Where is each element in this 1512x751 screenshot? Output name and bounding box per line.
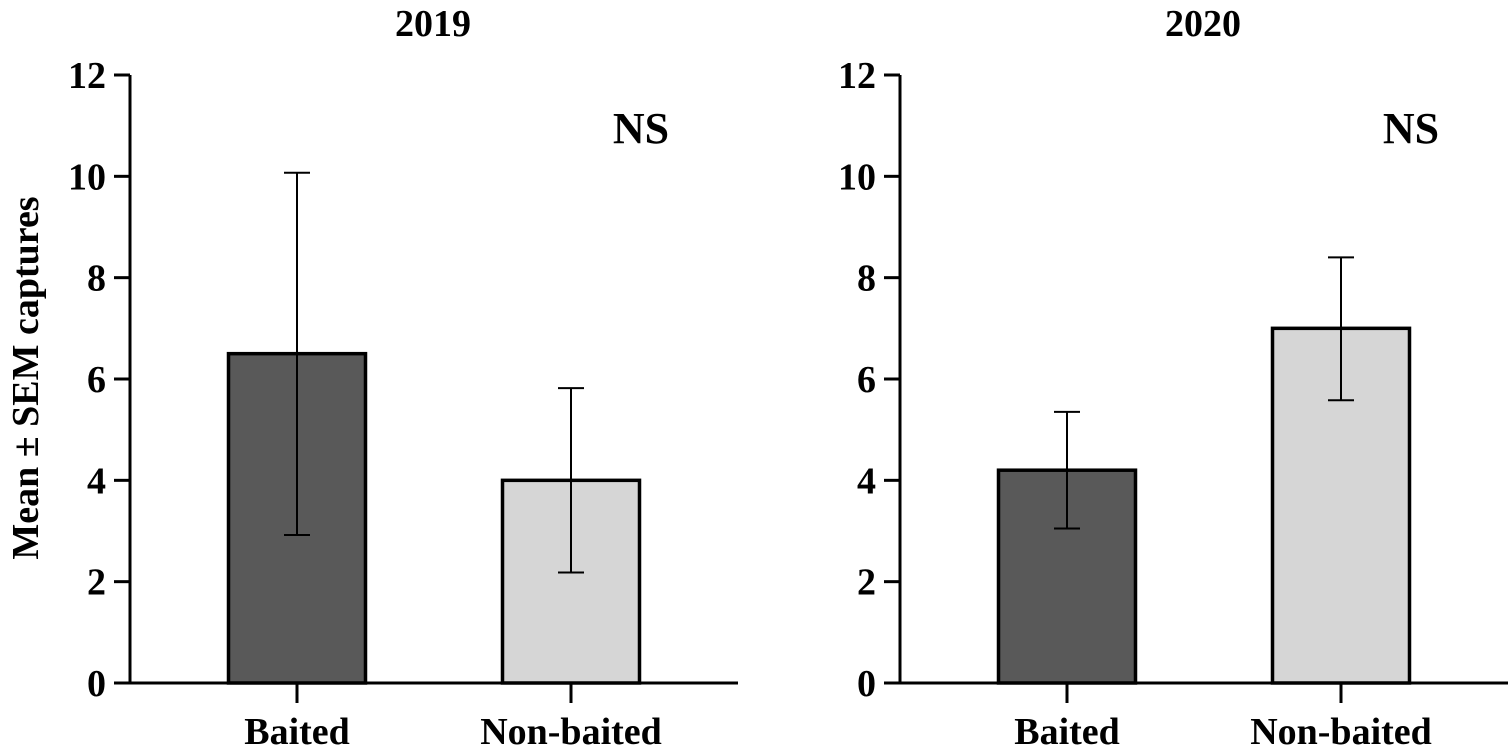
- y-tick-label: 8: [857, 258, 876, 300]
- y-tick-label: 0: [87, 663, 106, 705]
- y-tick-label: 6: [87, 359, 106, 401]
- y-tick-label: 6: [857, 359, 876, 401]
- x-tick-label: Non-baited: [1250, 711, 1432, 751]
- x-tick-label: Non-baited: [480, 711, 662, 751]
- y-tick-label: 4: [87, 460, 106, 502]
- y-tick-label: 0: [857, 663, 876, 705]
- y-tick-label: 12: [68, 55, 106, 97]
- significance-annotation: NS: [613, 104, 669, 153]
- chart-title: 2020: [1165, 3, 1241, 45]
- chart-title: 2019: [395, 3, 471, 45]
- y-tick-label: 8: [87, 258, 106, 300]
- x-tick-label: Baited: [1014, 711, 1120, 751]
- y-tick-label: 10: [838, 156, 876, 198]
- x-tick-label: Baited: [244, 711, 350, 751]
- panel-2019: 2019 0 2 4 6 8 10 12 Baited Non-baited NS: [68, 3, 738, 751]
- y-tick-label: 10: [68, 156, 106, 198]
- y-axis-label: Mean ± SEM captures: [5, 196, 47, 559]
- y-tick-label: 2: [857, 562, 876, 604]
- y-tick-label: 12: [838, 55, 876, 97]
- y-tick-label: 4: [857, 460, 876, 502]
- panel-2020: 2020 0 2 4 6 8 10 12 Baited Non-baited NS: [838, 3, 1508, 751]
- significance-annotation: NS: [1383, 104, 1439, 153]
- y-tick-label: 2: [87, 562, 106, 604]
